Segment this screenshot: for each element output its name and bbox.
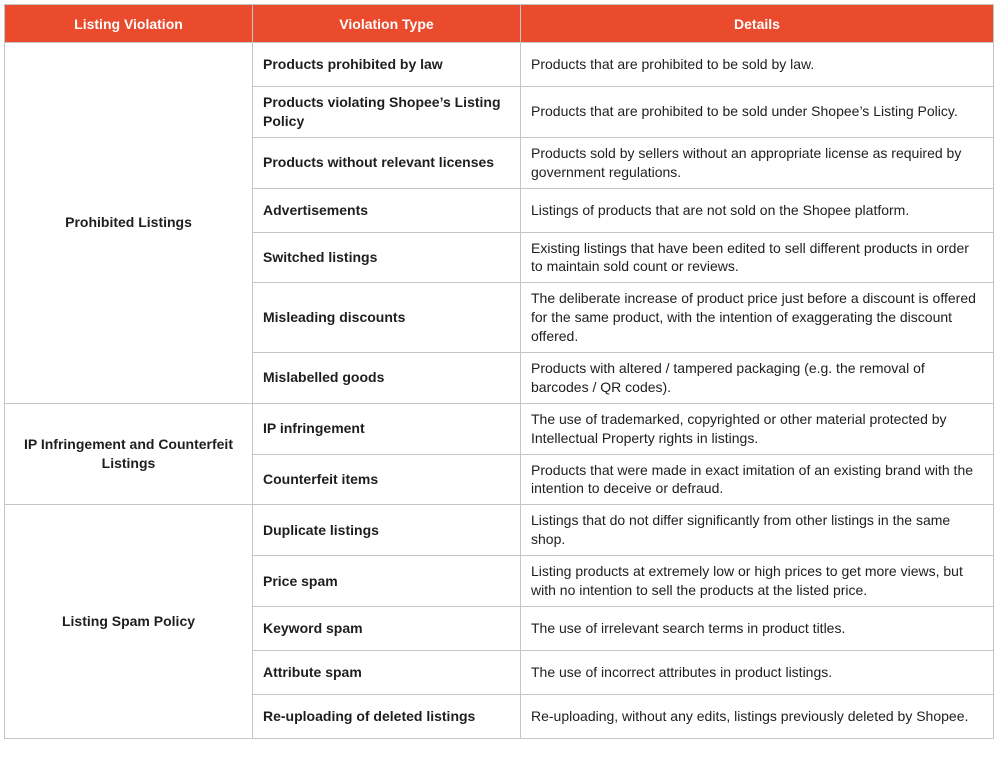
table-row: Keyword spam The use of irrelevant search… <box>5 605 994 651</box>
details-cell: The use of irrelevant search terms in pr… <box>520 605 994 651</box>
violation-type-cell: IP infringement <box>252 402 521 455</box>
details-cell: Listing products at extremely low or hig… <box>520 555 994 607</box>
details-cell: Products that are prohibited to be sold … <box>520 86 994 138</box>
violation-type-cell: Price spam <box>252 555 521 607</box>
details-cell: Products sold by sellers without an appr… <box>520 136 994 189</box>
violation-type-cell: Switched listings <box>252 231 521 284</box>
header-listing-violation: Listing Violation <box>4 4 253 43</box>
table-row: Listing Spam Policy Duplicate listings Lis… <box>4 504 994 739</box>
table-row: Products without relevant licenses Produc… <box>5 136 994 189</box>
details-cell: Listings of products that are not sold o… <box>520 187 994 233</box>
details-cell: The use of incorrect attributes in produ… <box>520 649 994 695</box>
details-cell: The deliberate increase of product price… <box>520 282 994 354</box>
table-row: Advertisements Listings of products that … <box>5 187 994 233</box>
category-cell: Listing Spam Policy <box>4 504 253 739</box>
table-row: Counterfeit items Products that were made… <box>5 453 994 506</box>
violation-type-cell: Mislabelled goods <box>252 352 521 404</box>
page: Listing Violation Violation Type Details… <box>4 4 994 739</box>
table-row: Misleading discounts The deliberate incre… <box>5 282 994 354</box>
details-cell: Re-uploading, without any edits, listing… <box>520 693 994 739</box>
table-row: Re-uploading of deleted listings Re-uploa… <box>5 693 994 739</box>
violation-type-cell: Misleading discounts <box>252 282 521 354</box>
details-cell: The use of trademarked, copyrighted or o… <box>520 402 994 455</box>
table-row: Price spam Listing products at extremely … <box>5 555 994 607</box>
table-row: Attribute spam The use of incorrect attri… <box>5 649 994 695</box>
violation-type-cell: Keyword spam <box>252 605 521 651</box>
violation-type-cell: Products prohibited by law <box>252 42 521 87</box>
category-cell: IP Infringement and Counterfeit Listings <box>4 402 253 506</box>
violation-type-cell: Duplicate listings <box>252 504 521 557</box>
details-cell: Products that were made in exact imitati… <box>520 453 994 506</box>
table-header-row: Listing Violation Violation Type Details <box>4 4 994 43</box>
violation-type-cell: Re-uploading of deleted listings <box>252 693 521 739</box>
details-cell: Products that are prohibited to be sold … <box>520 42 994 87</box>
table-row: Switched listings Existing listings that … <box>5 231 994 284</box>
violation-type-cell: Counterfeit items <box>252 453 521 506</box>
details-cell: Listings that do not differ significantl… <box>520 504 994 557</box>
violation-type-cell: Products without relevant licenses <box>252 136 521 189</box>
table-row: Prohibited Listings Products prohibited b… <box>4 42 994 404</box>
table-row: Products violating Shopee’s Listing Poli… <box>5 86 994 138</box>
category-cell: Prohibited Listings <box>4 42 253 404</box>
table-row: IP Infringement and Counterfeit Listings… <box>4 402 994 506</box>
table-body: Prohibited Listings Products prohibited b… <box>4 42 994 739</box>
violation-type-cell: Attribute spam <box>252 649 521 695</box>
details-cell: Products with altered / tampered packagi… <box>520 352 994 404</box>
header-details: Details <box>520 4 994 43</box>
violation-type-cell: Advertisements <box>252 187 521 233</box>
listing-violations-table: Listing Violation Violation Type Details… <box>4 4 994 739</box>
header-violation-type: Violation Type <box>252 4 521 43</box>
details-cell: Existing listings that have been edited … <box>520 231 994 284</box>
table-row: Mislabelled goods Products with altered /… <box>5 352 994 404</box>
violation-type-cell: Products violating Shopee’s Listing Poli… <box>252 86 521 138</box>
